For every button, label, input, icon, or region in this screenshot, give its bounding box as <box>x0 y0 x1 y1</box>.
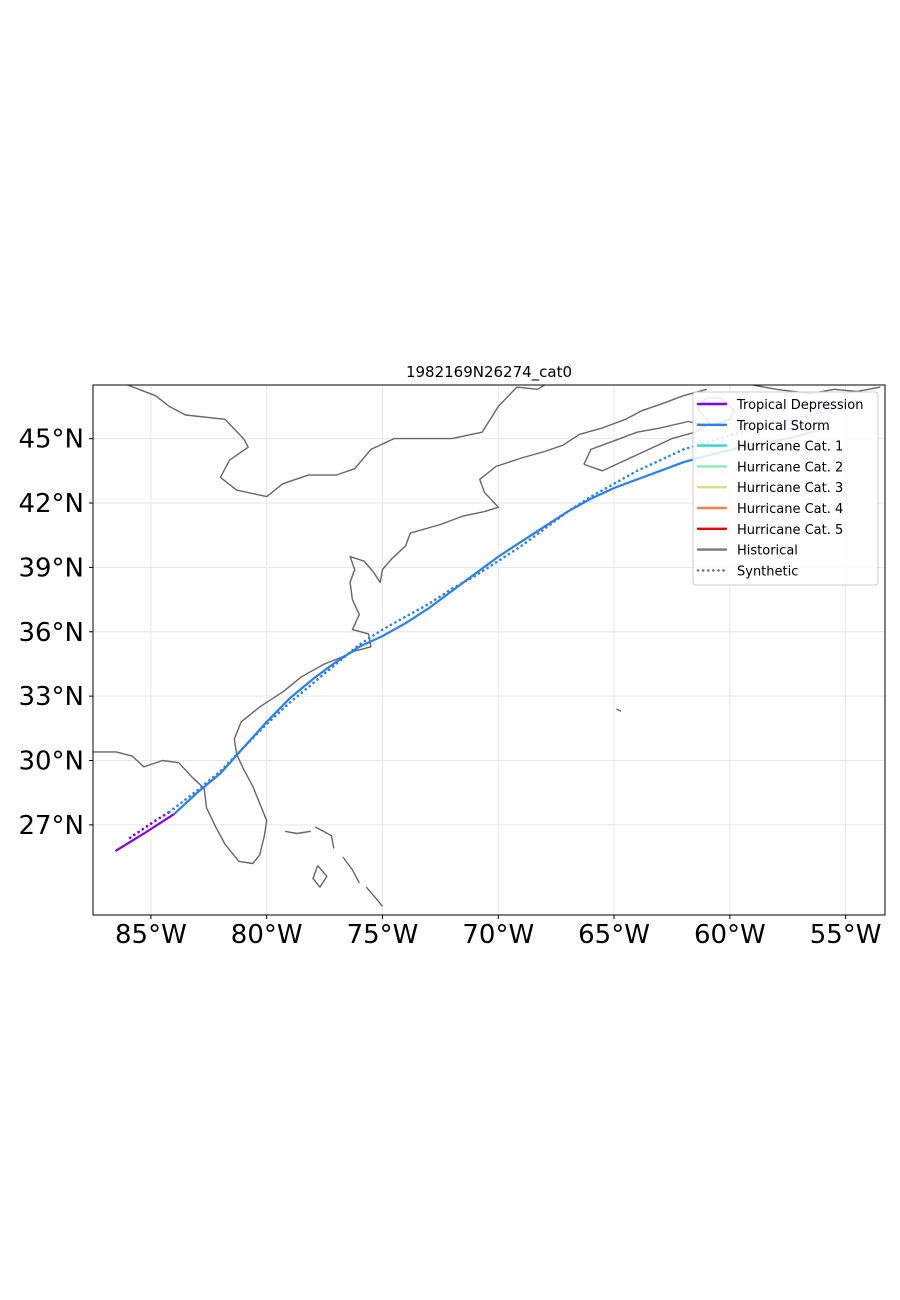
legend-label-4: Hurricane Cat. 3 <box>737 481 843 496</box>
synthetic-track-segment-0 <box>128 810 171 840</box>
x-tick-label-6: 55°W <box>810 920 882 950</box>
coastline-5 <box>616 708 622 712</box>
legend-label-7: Historical <box>737 544 798 559</box>
x-axis-ticks: 85°W 80°W 75°W 70°W 65°W 60°W 55°W <box>115 915 882 950</box>
coastline-10 <box>365 886 384 907</box>
coastline-7 <box>314 826 335 849</box>
y-tick-label-3: 36°N <box>18 618 84 648</box>
legend-label-5: Hurricane Cat. 4 <box>737 502 843 517</box>
y-tick-label-6: 45°N <box>18 425 84 455</box>
coastline-9 <box>342 856 360 884</box>
synthetic-track-segment-1 <box>168 398 859 814</box>
chart-title: 1982169N26274_cat0 <box>406 363 572 382</box>
y-axis-ticks: 27°N 30°N 33°N 36°N 39°N 42°N 45°N <box>18 425 93 841</box>
coastline-6 <box>285 830 311 835</box>
coastlines <box>93 385 881 907</box>
coastline-1 <box>583 420 708 472</box>
x-tick-label-3: 70°W <box>462 920 534 950</box>
y-tick-label-2: 33°N <box>18 682 84 712</box>
legend-label-0: Tropical Depression <box>736 398 863 413</box>
y-tick-label-5: 42°N <box>18 489 84 519</box>
historical-track-segment-0 <box>115 812 176 852</box>
x-tick-label-2: 75°W <box>347 920 419 950</box>
y-tick-label-0: 27°N <box>18 811 84 841</box>
legend-label-3: Hurricane Cat. 2 <box>737 460 843 475</box>
x-tick-label-1: 80°W <box>231 920 303 950</box>
legend-box <box>692 391 879 586</box>
storm-tracks <box>115 398 859 852</box>
legend-label-6: Hurricane Cat. 5 <box>737 523 843 538</box>
coastline-3 <box>752 385 881 395</box>
coastline-0 <box>93 388 707 865</box>
coastline-4 <box>127 385 545 498</box>
x-tick-label-4: 65°W <box>578 920 650 950</box>
y-tick-label-4: 39°N <box>18 553 84 583</box>
legend-label-8: Synthetic <box>737 564 798 579</box>
x-tick-label-0: 85°W <box>115 920 187 950</box>
coastline-8 <box>312 865 328 888</box>
legend: Tropical Depression Tropical Storm Hurrica… <box>692 391 879 586</box>
legend-label-1: Tropical Storm <box>736 419 830 434</box>
plot-frame <box>92 384 886 916</box>
y-tick-label-1: 30°N <box>18 747 84 777</box>
historical-track-segment-1 <box>173 426 829 816</box>
legend-label-2: Hurricane Cat. 1 <box>737 440 843 455</box>
x-tick-label-5: 60°W <box>694 920 766 950</box>
